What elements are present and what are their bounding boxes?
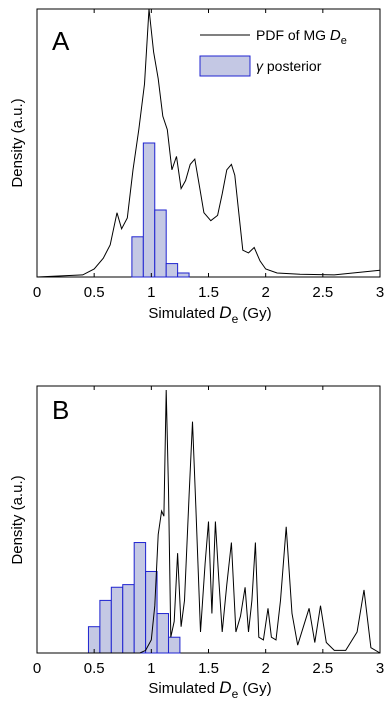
x-tick-label: 1 [147, 284, 155, 301]
histogram-bar [177, 272, 190, 278]
x-tick-label: 0 [33, 660, 41, 677]
x-tick-label: 1 [147, 660, 155, 677]
x-tick-label: 2 [261, 660, 269, 677]
x-tick-label: 3 [376, 284, 384, 301]
axes-frame-b [36, 385, 381, 654]
histogram-bar [122, 584, 135, 654]
x-tick-label: 0.5 [84, 284, 105, 301]
histogram-bar [142, 142, 156, 278]
x-tick-label: 0 [33, 284, 41, 301]
histogram-bar [133, 542, 147, 654]
x-ticks-a: 0 0.5 1 1.5 2 2.5 3 [33, 9, 384, 301]
x-axis-label-unit-b: (Gy) [238, 680, 271, 697]
histogram-bar [154, 209, 167, 278]
x-axis-label-a: Simulated De (Gy) [148, 303, 271, 326]
legend: PDF of MG De γ posterior [199, 27, 347, 77]
histogram-bar [110, 586, 124, 654]
x-axis-label-symbol-a: D [219, 303, 231, 322]
x-axis-label-sub-b: e [232, 687, 239, 701]
histogram-bar [165, 263, 179, 278]
x-axis-label-sub-a: e [232, 312, 239, 326]
legend-bar-swatch [199, 55, 251, 77]
histogram-bar [99, 599, 112, 654]
x-axis-label-b: Simulated De (Gy) [148, 678, 271, 701]
x-tick-label: 1.5 [198, 284, 219, 301]
pdf-line-a [36, 8, 381, 278]
panel-a: 0 0.5 1 1.5 2 2.5 3 A Density (a.u.) Simulated… [9, 8, 384, 326]
y-axis-label-b: Density (a.u.) [9, 475, 26, 564]
panel-label-a: A [52, 26, 70, 56]
x-ticks-b: 0 0.5 1 1.5 2 2.5 3 [33, 386, 384, 677]
x-tick-label: 1.5 [198, 660, 219, 677]
legend-line-label: PDF of MG De [256, 27, 347, 47]
x-tick-label: 3 [376, 660, 384, 677]
legend-bar-label: γ posterior [256, 58, 322, 74]
panel-b: 0 0.5 1 1.5 2 2.5 3 B Density (a.u.) Simulated… [9, 385, 384, 701]
panel-label-b: B [52, 395, 69, 425]
axes-frame-a [36, 8, 381, 278]
histogram-bar [156, 613, 169, 654]
x-tick-label: 2.5 [312, 284, 333, 301]
x-tick-label: 2.5 [312, 660, 333, 677]
x-axis-label-prefix-a: Simulated [148, 305, 219, 322]
x-tick-label: 2 [261, 284, 269, 301]
y-axis-label-a: Density (a.u.) [9, 98, 26, 187]
x-tick-label: 0.5 [84, 660, 105, 677]
posterior-histogram-a [131, 142, 190, 278]
x-axis-label-symbol-b: D [219, 678, 231, 697]
pdf-line-b [37, 389, 381, 654]
histogram-bar [131, 236, 144, 278]
histogram-bar [167, 636, 181, 654]
x-axis-label-unit-a: (Gy) [238, 305, 271, 322]
x-axis-label-prefix-b: Simulated [148, 680, 219, 697]
